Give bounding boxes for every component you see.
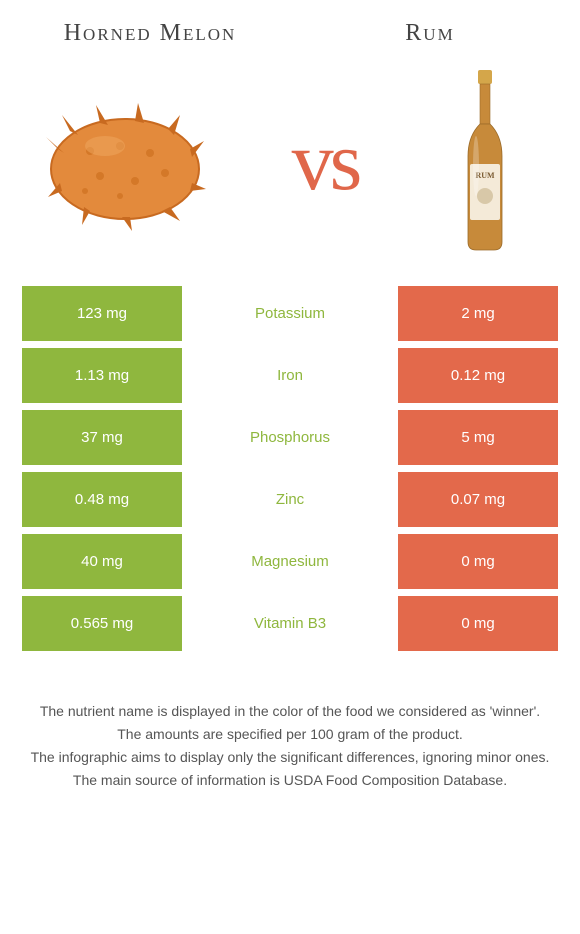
right-value: 0 mg — [398, 534, 558, 589]
nutrient-name: Iron — [182, 348, 398, 403]
left-value: 0.48 mg — [22, 472, 182, 527]
left-value: 40 mg — [22, 534, 182, 589]
footer-line: The nutrient name is displayed in the co… — [20, 701, 560, 722]
left-value: 1.13 mg — [22, 348, 182, 403]
nutrient-name: Potassium — [182, 286, 398, 341]
left-title: Horned Melon — [60, 20, 240, 46]
table-row: 37 mg Phosphorus 5 mg — [22, 410, 558, 465]
footer-line: The amounts are specified per 100 gram o… — [20, 724, 560, 745]
right-value: 2 mg — [398, 286, 558, 341]
footer-notes: The nutrient name is displayed in the co… — [20, 701, 560, 791]
nutrient-table: 123 mg Potassium 2 mg 1.13 mg Iron 0.12 … — [22, 286, 558, 651]
right-title: Rum — [340, 20, 520, 46]
right-value: 0.12 mg — [398, 348, 558, 403]
right-value: 0 mg — [398, 596, 558, 651]
table-row: 0.48 mg Zinc 0.07 mg — [22, 472, 558, 527]
left-value: 123 mg — [22, 286, 182, 341]
table-row: 123 mg Potassium 2 mg — [22, 286, 558, 341]
nutrient-name: Zinc — [182, 472, 398, 527]
header: Horned Melon Rum — [0, 0, 580, 56]
nutrient-name: Phosphorus — [182, 410, 398, 465]
table-row: 40 mg Magnesium 0 mg — [22, 534, 558, 589]
left-value: 37 mg — [22, 410, 182, 465]
table-row: 0.565 mg Vitamin B3 0 mg — [22, 596, 558, 651]
image-row: vs RUM — [0, 56, 580, 276]
horned-melon-icon — [40, 91, 210, 231]
right-value: 5 mg — [398, 410, 558, 465]
left-value: 0.565 mg — [22, 596, 182, 651]
table-row: 1.13 mg Iron 0.12 mg — [22, 348, 558, 403]
nutrient-name: Magnesium — [182, 534, 398, 589]
right-value: 0.07 mg — [398, 472, 558, 527]
nutrient-name: Vitamin B3 — [182, 596, 398, 651]
rum-bottle-icon: RUM — [440, 66, 530, 256]
footer-line: The infographic aims to display only the… — [20, 747, 560, 768]
footer-line: The main source of information is USDA F… — [20, 770, 560, 791]
vs-label: vs — [292, 113, 359, 210]
